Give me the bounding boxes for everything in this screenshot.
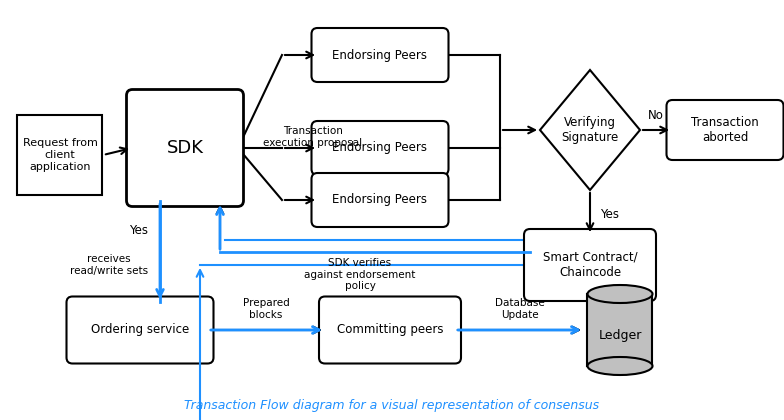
FancyBboxPatch shape (311, 28, 448, 82)
FancyBboxPatch shape (126, 89, 244, 207)
Polygon shape (540, 70, 640, 190)
Text: Transaction
execution proposal: Transaction execution proposal (263, 126, 362, 148)
Text: Request from
client
application: Request from client application (23, 139, 97, 172)
Text: Ledger: Ledger (598, 328, 641, 341)
FancyBboxPatch shape (666, 100, 783, 160)
FancyBboxPatch shape (524, 229, 656, 301)
Text: No: No (648, 109, 664, 122)
Ellipse shape (587, 285, 652, 303)
FancyBboxPatch shape (319, 297, 461, 363)
Text: Endorsing Peers: Endorsing Peers (332, 142, 427, 155)
Text: Committing peers: Committing peers (337, 323, 443, 336)
Text: Endorsing Peers: Endorsing Peers (332, 48, 427, 61)
FancyBboxPatch shape (311, 173, 448, 227)
Bar (17, 115, 103, 195)
FancyBboxPatch shape (311, 121, 448, 175)
Text: Smart Contract/
Chaincode: Smart Contract/ Chaincode (543, 251, 637, 279)
Text: receives
read/write sets: receives read/write sets (70, 254, 148, 276)
Bar (587, 294, 652, 366)
Text: Database
Update: Database Update (495, 298, 545, 320)
Text: Yes: Yes (600, 208, 619, 221)
Text: Transaction Flow diagram for a visual representation of consensus: Transaction Flow diagram for a visual re… (184, 399, 600, 412)
Text: Yes: Yes (129, 223, 148, 236)
Text: SDK: SDK (166, 139, 204, 157)
FancyBboxPatch shape (67, 297, 213, 363)
Ellipse shape (587, 357, 652, 375)
Text: Verifying
Signature: Verifying Signature (561, 116, 619, 144)
Text: Prepared
blocks: Prepared blocks (242, 298, 289, 320)
Text: SDK verifies
against endorsement
policy: SDK verifies against endorsement policy (304, 258, 416, 291)
Text: Endorsing Peers: Endorsing Peers (332, 194, 427, 207)
Text: Ordering service: Ordering service (91, 323, 189, 336)
Text: Transaction
aborted: Transaction aborted (691, 116, 759, 144)
